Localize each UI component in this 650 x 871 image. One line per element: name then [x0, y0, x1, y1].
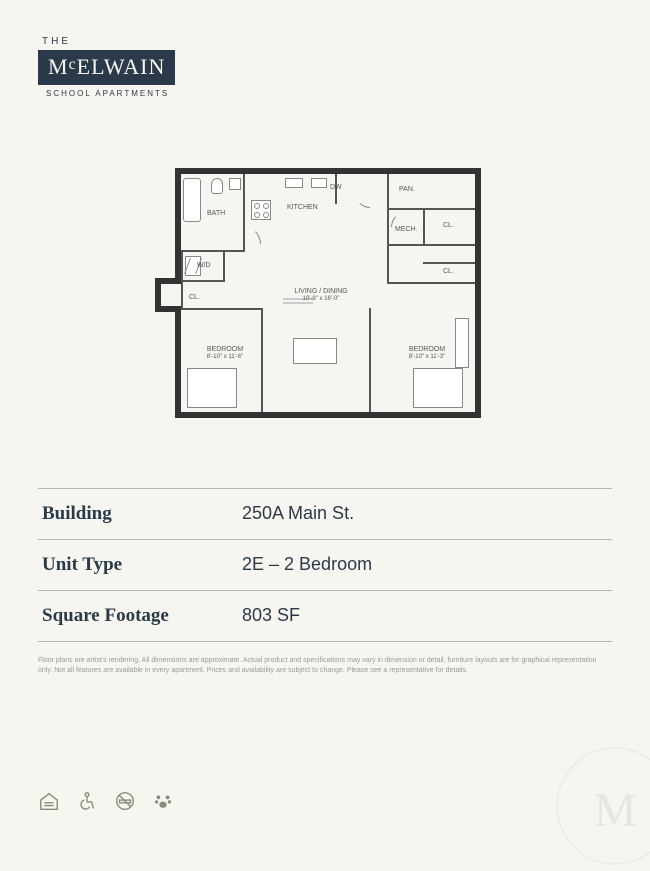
brand-logo: THE McELWAIN SCHOOL APARTMENTS	[38, 36, 198, 98]
info-row-square-footage: Square Footage 803 SF	[38, 591, 612, 642]
unit-info-table: Building 250A Main St. Unit Type 2E – 2 …	[38, 488, 612, 642]
label-cl2: CL.	[443, 268, 454, 276]
watermark-seal: M	[550, 741, 650, 871]
label-living: LIVING / DINING 10'-8" x 16'-0"	[291, 288, 351, 304]
label-bedroom-left: BEDROOM 8'-10" x 11'-6"	[197, 346, 253, 362]
accessible-icon	[76, 790, 98, 817]
info-value: 803 SF	[242, 605, 300, 627]
logo-top-text: THE	[42, 36, 198, 47]
info-value: 250A Main St.	[242, 503, 354, 525]
floor-plan-diagram: BATH KITCHEN DW PAN. CL. MECH. CL. W/D C…	[155, 168, 495, 418]
label-cl3: CL.	[189, 294, 200, 302]
label-bedroom-right: BEDROOM 8'-10" x 11'-3"	[399, 346, 455, 362]
logo-subtitle: SCHOOL APARTMENTS	[46, 89, 198, 98]
label-bath: BATH	[207, 210, 225, 218]
pet-friendly-icon	[152, 790, 174, 817]
no-smoking-icon	[114, 790, 136, 817]
label-wd: W/D	[197, 262, 211, 270]
equal-housing-icon	[38, 790, 60, 817]
info-row-unit-type: Unit Type 2E – 2 Bedroom	[38, 540, 612, 591]
disclaimer-text: Floor plans are artist's rendering. All …	[38, 656, 612, 676]
logo-main: McELWAIN	[38, 50, 175, 85]
label-dw: DW	[330, 184, 342, 192]
footer-icons	[38, 790, 174, 817]
info-label: Unit Type	[42, 554, 242, 576]
label-kitchen: KITCHEN	[287, 204, 318, 212]
label-cl1: CL.	[443, 222, 454, 230]
label-mech: MECH.	[395, 226, 418, 234]
info-label: Building	[42, 503, 242, 525]
info-row-building: Building 250A Main St.	[38, 489, 612, 540]
info-value: 2E – 2 Bedroom	[242, 554, 372, 576]
info-label: Square Footage	[42, 605, 242, 627]
label-pan: PAN.	[399, 186, 415, 194]
